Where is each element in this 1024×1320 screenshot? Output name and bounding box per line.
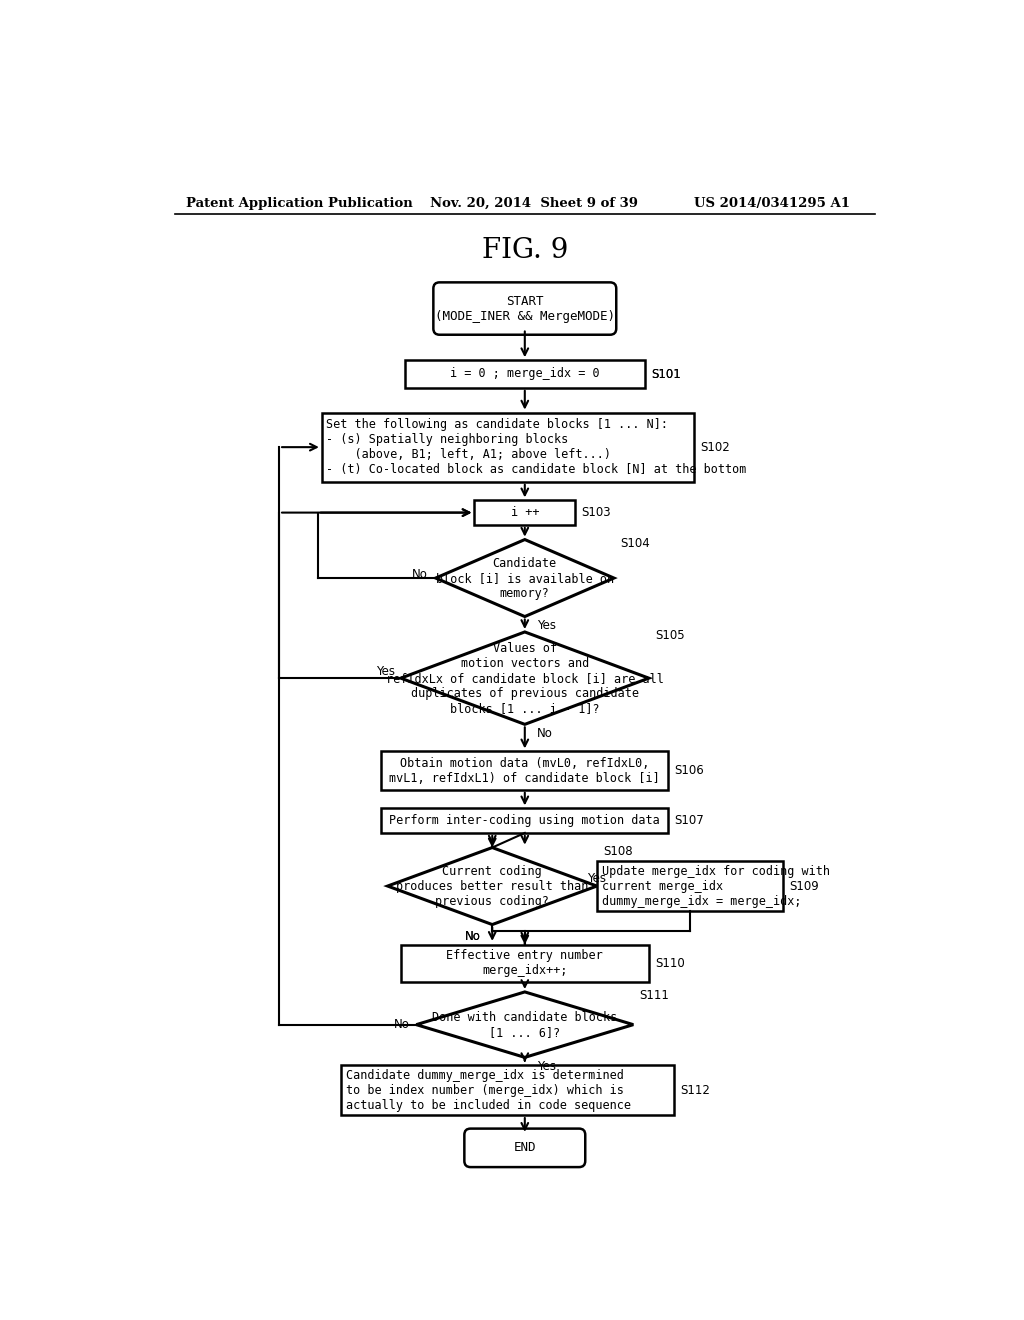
Text: Values of
motion vectors and
refIdxLx of candidate block [i] are all
duplicates : Values of motion vectors and refIdxLx of… [386,642,664,714]
Text: Set the following as candidate blocks [1 ... N]:
- (s) Spatially neighboring blo: Set the following as candidate blocks [1… [327,418,746,477]
Text: No: No [394,1018,410,1031]
Text: Candidate
block [i] is available on
memory?: Candidate block [i] is available on memo… [436,557,613,599]
Bar [322,412,693,482]
Text: S103: S103 [582,506,611,519]
Text: i ++: i ++ [511,506,539,519]
Text: S111: S111 [640,989,670,1002]
Bar [400,945,649,982]
Text: No: No [465,929,480,942]
Text: S105: S105 [655,630,685,643]
Text: Obtain motion data (mvL0, refIdxL0,
mvL1, refIdxL1) of candidate block [i]: Obtain motion data (mvL0, refIdxL0, mvL1… [389,756,660,784]
Bar [381,751,669,789]
Text: END: END [514,1142,536,1155]
Text: No: No [538,727,553,741]
FancyBboxPatch shape [433,282,616,335]
Polygon shape [388,847,597,924]
Text: Nov. 20, 2014  Sheet 9 of 39: Nov. 20, 2014 Sheet 9 of 39 [430,197,638,210]
Bar [597,861,783,911]
Text: Candidate dummy_merge_idx is determined
to be index number (merge_idx) which is
: Candidate dummy_merge_idx is determined … [346,1069,631,1111]
Text: Yes: Yes [376,665,394,678]
Text: No: No [465,929,480,942]
Text: S104: S104 [621,537,650,550]
FancyBboxPatch shape [464,1129,586,1167]
Text: Yes: Yes [538,1060,556,1073]
Text: S110: S110 [655,957,685,970]
Text: Perform inter-coding using motion data: Perform inter-coding using motion data [389,814,660,828]
Text: Current coding
produces better result than
previous coding?: Current coding produces better result th… [396,865,589,908]
Text: S101: S101 [651,367,681,380]
Bar [341,1065,675,1115]
Polygon shape [400,632,649,725]
Polygon shape [435,540,614,616]
Text: START
(MODE_INER && MergeMODE): START (MODE_INER && MergeMODE) [435,294,614,322]
Text: S101: S101 [651,367,681,380]
Text: Yes: Yes [588,871,606,884]
Text: S102: S102 [700,441,730,454]
Bar [474,500,575,525]
Text: S108: S108 [603,845,633,858]
Text: Update merge_idx for coding with
current merge_idx
dummy_merge_idx = merge_idx;: Update merge_idx for coding with current… [601,865,829,908]
Text: S107: S107 [675,814,705,828]
Text: i = 0 ; merge_idx = 0: i = 0 ; merge_idx = 0 [450,367,600,380]
Bar [404,360,645,388]
Polygon shape [417,991,633,1057]
Text: FIG. 9: FIG. 9 [481,238,568,264]
Text: S106: S106 [675,764,705,777]
Text: No: No [412,568,428,581]
Text: S112: S112 [681,1084,711,1097]
Text: S109: S109 [790,879,819,892]
Text: Effective entry number
merge_idx++;: Effective entry number merge_idx++; [446,949,603,977]
Text: US 2014/0341295 A1: US 2014/0341295 A1 [693,197,850,210]
Text: Yes: Yes [538,619,556,632]
Text: Done with candidate blocks
[1 ... 6]?: Done with candidate blocks [1 ... 6]? [432,1011,617,1039]
Bar [381,808,669,833]
Text: Patent Application Publication: Patent Application Publication [186,197,413,210]
